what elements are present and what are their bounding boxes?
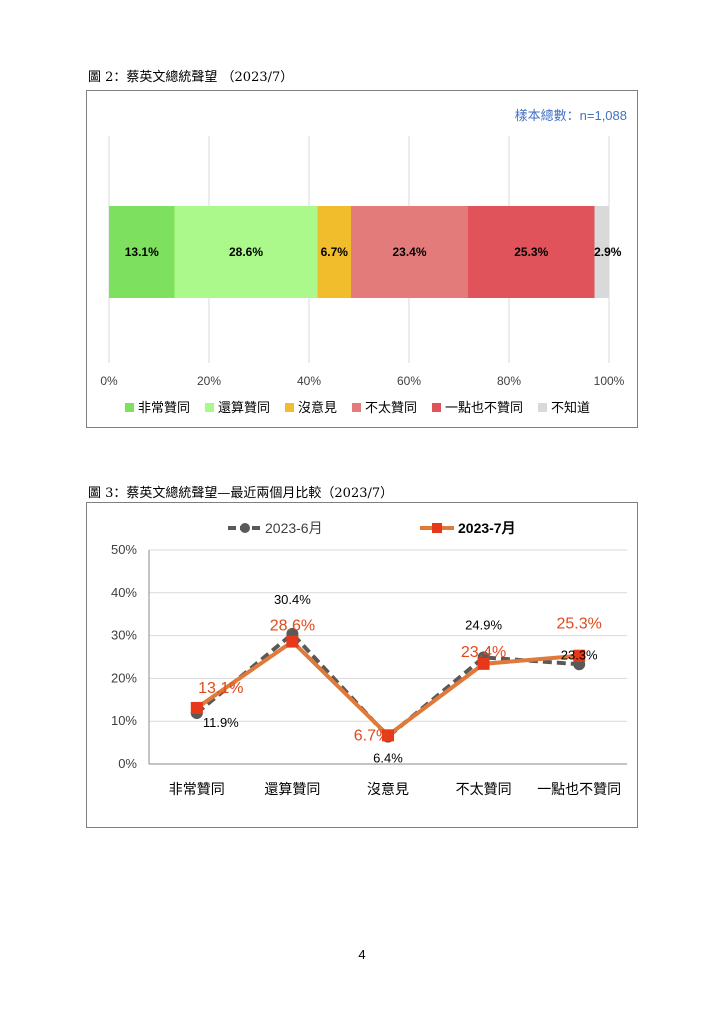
legend-swatch <box>352 403 361 412</box>
x-tick-label: 20% <box>197 374 221 388</box>
legend-label: 沒意見 <box>298 400 337 415</box>
legend-label: 一點也不贊同 <box>445 400 523 415</box>
legend-label: 不知道 <box>551 400 590 415</box>
x-tick-label: 40% <box>297 374 321 388</box>
bar-segment <box>468 206 595 298</box>
data-label: 13.1% <box>125 245 159 259</box>
data-label-2023-7: 6.7% <box>354 727 390 744</box>
x-category-label: 一點也不贊同 <box>537 781 621 797</box>
x-category-label: 不太贊同 <box>456 781 512 797</box>
x-tick-label: 60% <box>397 374 421 388</box>
series-marker-2023-7 <box>286 635 299 648</box>
data-label: 6.7% <box>321 245 349 259</box>
sample-size-note: 樣本總數：n=1,088 <box>515 108 627 123</box>
legend-swatch <box>285 403 294 412</box>
bar-segment <box>351 206 468 298</box>
data-label-2023-7: 23.4% <box>461 644 506 661</box>
line-chart: 2023-6月 2023-7月 0% 10% 20% 30% 40% 50% 非常贊同 還算贊… <box>111 520 627 797</box>
figure3-caption: 圖 3：蔡英文總統聲望—最近兩個月比較（2023/7） <box>88 486 394 501</box>
legend-label: 不太贊同 <box>365 400 417 415</box>
data-label-2023-6: 30.4% <box>274 592 311 607</box>
figure2-caption: 圖 2：蔡英文總統聲望 （2023/7） <box>88 70 294 85</box>
figure3-chart-frame: 2023-6月 2023-7月 0% 10% 20% 30% 40% 50% 非常贊同 還算贊… <box>86 502 638 828</box>
legend-swatch <box>125 403 134 412</box>
y-tick-label: 20% <box>111 670 137 685</box>
x-tick-label: 100% <box>594 374 625 388</box>
legend-swatch <box>432 403 441 412</box>
bar-segment <box>317 206 351 298</box>
y-tick-label: 30% <box>111 628 137 643</box>
legend-swatch <box>538 403 547 412</box>
x-tick-label: 80% <box>497 374 521 388</box>
bar-segment <box>594 206 609 298</box>
y-tick-label: 0% <box>118 756 137 771</box>
figure2-chart-frame: 樣本總數：n=1,088 13.1% 28.6% 6.7% 23.4% 25.3% 2.9… <box>86 90 638 428</box>
series-marker-2023-7 <box>573 649 586 662</box>
bar-segment <box>174 206 318 298</box>
legend-marker-2023-7 <box>432 523 442 533</box>
data-label-2023-6: 24.9% <box>465 617 502 632</box>
data-label-2023-7: 25.3% <box>557 616 602 633</box>
x-category-label: 還算贊同 <box>264 781 320 797</box>
data-label-2023-6: 6.4% <box>373 751 403 766</box>
stacked-bar-chart: 樣本總數：n=1,088 13.1% 28.6% 6.7% 23.4% 25.3% 2.9… <box>100 108 627 415</box>
data-label: 23.4% <box>392 245 426 259</box>
x-category-label: 沒意見 <box>367 781 409 797</box>
data-label-2023-6: 23.3% <box>561 647 598 662</box>
y-tick-label: 40% <box>111 585 137 600</box>
legend-label-2023-6: 2023-6月 <box>265 520 323 536</box>
page-number: 4 <box>358 947 366 962</box>
legend-label-2023-7: 2023-7月 <box>458 520 516 536</box>
series-marker-2023-7 <box>382 729 394 742</box>
legend-label: 還算贊同 <box>218 400 270 415</box>
data-label-2023-7: 13.1% <box>198 680 243 697</box>
data-label: 2.9% <box>594 245 622 259</box>
legend-label: 非常贊同 <box>138 400 190 415</box>
x-tick-label: 0% <box>100 374 118 388</box>
series-marker-2023-7 <box>477 657 490 670</box>
legend-marker-2023-6 <box>240 523 250 533</box>
data-label: 25.3% <box>514 245 548 259</box>
data-label-2023-7: 28.6% <box>270 618 315 635</box>
y-tick-label: 50% <box>111 542 137 557</box>
legend-swatch <box>205 403 214 412</box>
data-label-2023-6: 11.9% <box>203 715 239 730</box>
data-label: 28.6% <box>229 245 263 259</box>
series-marker-2023-7 <box>190 701 203 714</box>
y-tick-label: 10% <box>111 713 137 728</box>
x-category-label: 非常贊同 <box>169 781 225 797</box>
bar-segment <box>109 206 175 298</box>
